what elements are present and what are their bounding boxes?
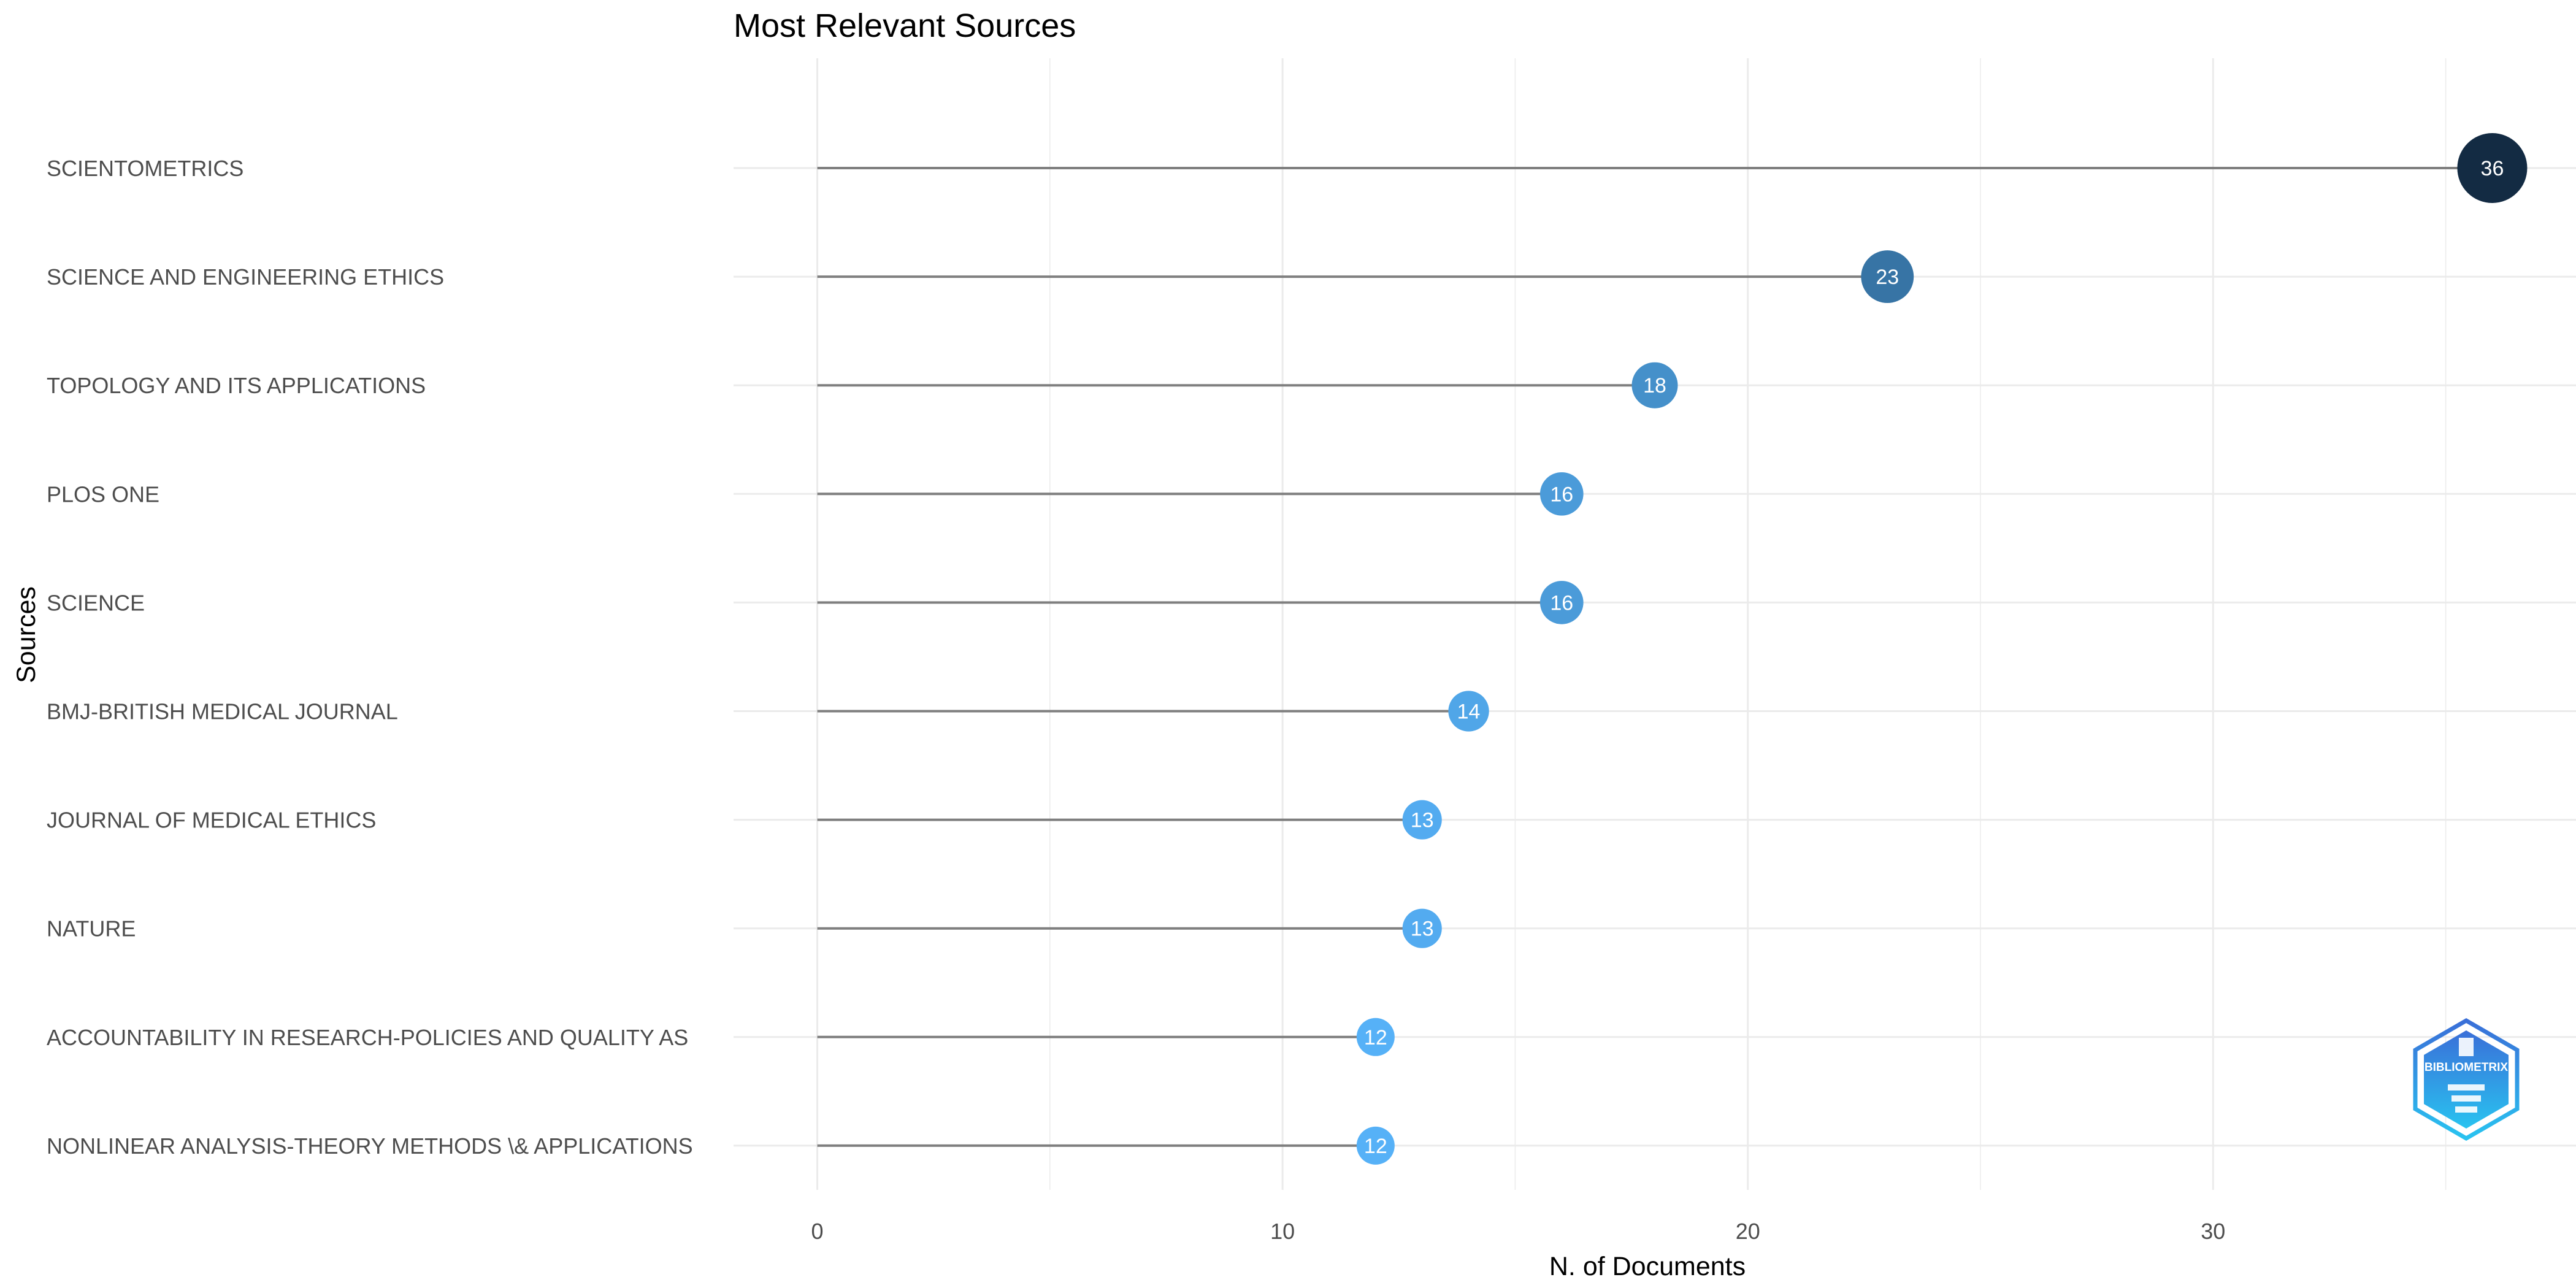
value-label: 13 [1411, 809, 1434, 832]
logo-stripe-1 [2448, 1084, 2485, 1091]
logo-tower-icon [2459, 1038, 2474, 1056]
logo-hexagon-inner [2424, 1030, 2509, 1129]
category-label: BMJ-BRITISH MEDICAL JOURNAL [47, 699, 398, 724]
category-label: SCIENCE [47, 590, 145, 615]
x-tick-label: 10 [1270, 1219, 1295, 1244]
value-label: 16 [1550, 591, 1573, 615]
x-tick-label: 30 [2201, 1219, 2225, 1244]
x-tick-label: 0 [811, 1219, 824, 1244]
category-label: SCIENCE AND ENGINEERING ETHICS [47, 264, 444, 289]
lollipop-dot [1861, 250, 1914, 304]
category-label: NATURE [47, 916, 136, 941]
y-axis-title: Sources [12, 586, 41, 683]
value-label: 12 [1364, 1026, 1387, 1049]
lollipop-dot [2457, 133, 2528, 203]
category-label: NONLINEAR ANALYSIS-THEORY METHODS \& APP… [47, 1133, 693, 1159]
category-label: ACCOUNTABILITY IN RESEARCH-POLICIES AND … [47, 1025, 688, 1050]
lollipop-dots: 36 23 18 16 16 14 13 13 12 12 [1356, 133, 2528, 1165]
category-label: TOPOLOGY AND ITS APPLICATIONS [47, 373, 426, 398]
category-label: SCIENTOMETRICS [47, 156, 243, 181]
lollipop-dot [1539, 581, 1584, 624]
category-label: PLOS ONE [47, 481, 159, 507]
chart-title: Most Relevant Sources [734, 7, 1076, 44]
value-label: 18 [1643, 374, 1666, 397]
x-axis-title: N. of Documents [1549, 1252, 1746, 1281]
value-label: 16 [1550, 483, 1573, 506]
value-label: 14 [1457, 700, 1481, 724]
x-tick-labels: 0 10 20 30 [811, 1219, 2226, 1244]
logo-stripe-3 [2455, 1106, 2477, 1113]
lollipop-dot [1631, 362, 1678, 408]
category-label: JOURNAL OF MEDICAL ETHICS [47, 808, 376, 833]
category-labels: SCIENTOMETRICS SCIENCE AND ENGINEERING ET… [47, 156, 693, 1159]
logo-text: BIBLIOMETRIX [2425, 1061, 2508, 1074]
logo-stripe-2 [2451, 1095, 2481, 1102]
value-label: 13 [1411, 918, 1434, 941]
lollipop-dot [1356, 1018, 1395, 1056]
lollipop-dot [1402, 908, 1442, 948]
lollipop-dot [1356, 1126, 1395, 1165]
value-label: 23 [1876, 266, 1899, 289]
lollipop-dot [1448, 691, 1489, 732]
lollipop-dot [1402, 800, 1442, 840]
lollipop-stems [817, 167, 2493, 1147]
x-tick-label: 20 [1736, 1219, 1760, 1244]
value-label: 12 [1364, 1135, 1387, 1158]
bibliometrix-logo: BIBLIOMETRIX [2413, 1018, 2520, 1141]
grid-lines [734, 58, 2576, 1190]
value-label: 36 [2481, 157, 2504, 180]
logo-hexagon-outer [2413, 1018, 2520, 1141]
lollipop-dot [1539, 472, 1584, 516]
